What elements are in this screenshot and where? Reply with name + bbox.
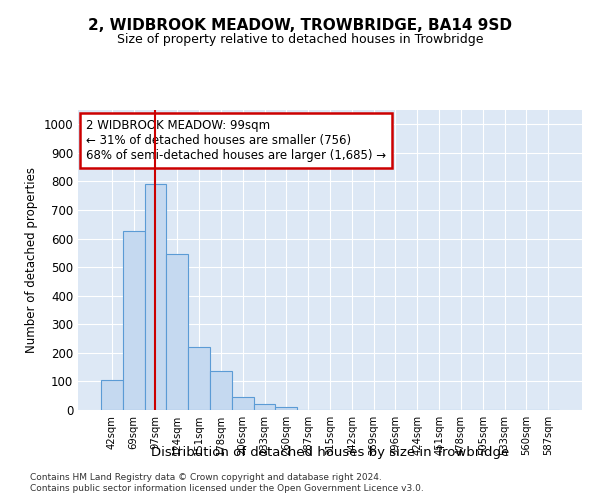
Text: Size of property relative to detached houses in Trowbridge: Size of property relative to detached ho… xyxy=(117,32,483,46)
Bar xyxy=(101,380,123,410)
Y-axis label: Number of detached properties: Number of detached properties xyxy=(25,167,38,353)
Bar xyxy=(254,404,275,410)
Bar xyxy=(123,232,145,410)
Text: Contains public sector information licensed under the Open Government Licence v3: Contains public sector information licen… xyxy=(30,484,424,493)
Text: Contains HM Land Registry data © Crown copyright and database right 2024.: Contains HM Land Registry data © Crown c… xyxy=(30,473,382,482)
Bar xyxy=(145,184,166,410)
Bar xyxy=(166,254,188,410)
Text: 2 WIDBROOK MEADOW: 99sqm
← 31% of detached houses are smaller (756)
68% of semi-: 2 WIDBROOK MEADOW: 99sqm ← 31% of detach… xyxy=(86,119,386,162)
Bar xyxy=(232,397,254,410)
Bar xyxy=(188,347,210,410)
Bar xyxy=(210,372,232,410)
Text: 2, WIDBROOK MEADOW, TROWBRIDGE, BA14 9SD: 2, WIDBROOK MEADOW, TROWBRIDGE, BA14 9SD xyxy=(88,18,512,32)
Text: Distribution of detached houses by size in Trowbridge: Distribution of detached houses by size … xyxy=(151,446,509,459)
Bar xyxy=(275,407,297,410)
